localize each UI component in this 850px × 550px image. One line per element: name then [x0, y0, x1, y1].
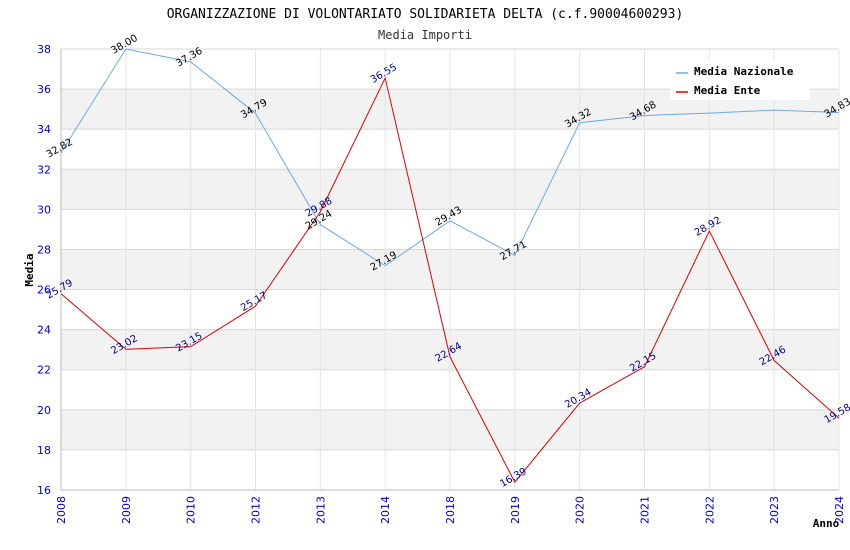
x-tick-label: 2010: [185, 496, 198, 524]
y-tick-label: 16: [37, 484, 51, 497]
data-label-media-ente: 16.39: [498, 466, 528, 490]
gridlines: [60, 48, 840, 491]
y-tick-label: 22: [37, 364, 51, 377]
x-tick-label: 2022: [703, 496, 716, 524]
series-line-media-ente: [60, 76, 840, 484]
x-tick-labels: 2008 2009 2010 2012 2013 2014 2018 2019 2020 2021…: [55, 496, 846, 524]
data-label-media-nazionale: 38.00: [109, 33, 139, 57]
y-tick-label: 36: [37, 83, 51, 96]
chart-title: ORGANIZZAZIONE DI VOLONTARIATO SOLIDARIE…: [167, 7, 684, 22]
y-tick-label: 28: [37, 243, 51, 256]
y-tick-label: 34: [37, 123, 51, 136]
y-tick-label: 32: [37, 163, 51, 176]
data-label-media-ente: 28.92: [693, 215, 723, 239]
x-tick-label: 2009: [120, 496, 133, 524]
x-tick-label: 2013: [314, 496, 327, 524]
x-tick-label: 2023: [768, 496, 781, 524]
data-label-media-ente: 20.34: [563, 387, 593, 411]
y-tick-label: 26: [37, 284, 51, 297]
y-tick-label: 18: [37, 444, 51, 457]
y-tick-label: 20: [37, 404, 51, 417]
x-tick-label: 2024: [833, 496, 846, 524]
y-axis-label: Media: [23, 253, 36, 286]
legend-label-media-ente: Media Ente: [694, 84, 761, 97]
chart-subtitle: Media Importi: [378, 28, 472, 42]
x-tick-label: 2012: [250, 496, 263, 524]
x-tick-label: 2008: [55, 496, 68, 524]
legend: Media Nazionale Media Ente: [670, 60, 810, 100]
x-tick-label: 2021: [639, 496, 652, 524]
x-tick-label: 2019: [509, 496, 522, 524]
series-lines: [60, 48, 840, 484]
x-tick-label: 2014: [379, 496, 392, 524]
x-tick-label: 2020: [574, 496, 587, 524]
legend-label-media-nazionale: Media Nazionale: [694, 65, 794, 78]
data-label-media-nazionale: 32.82: [45, 137, 75, 161]
data-label-media-ente: 36.55: [369, 62, 399, 86]
series-line-media-nazionale: [60, 48, 840, 267]
y-tick-labels: 16 18 20 22 24 26 28 30 32 34 36 38: [37, 43, 51, 497]
data-label-media-ente: 25.79: [45, 278, 75, 302]
y-tick-label: 24: [37, 324, 51, 337]
y-tick-label: 30: [37, 203, 51, 216]
x-axis-label: Anno: [813, 517, 840, 530]
y-tick-label: 38: [37, 43, 51, 56]
axes: [60, 49, 839, 491]
legend-box: [670, 60, 810, 100]
x-tick-label: 2018: [444, 496, 457, 524]
data-label-media-ente: 25.17: [239, 290, 269, 314]
